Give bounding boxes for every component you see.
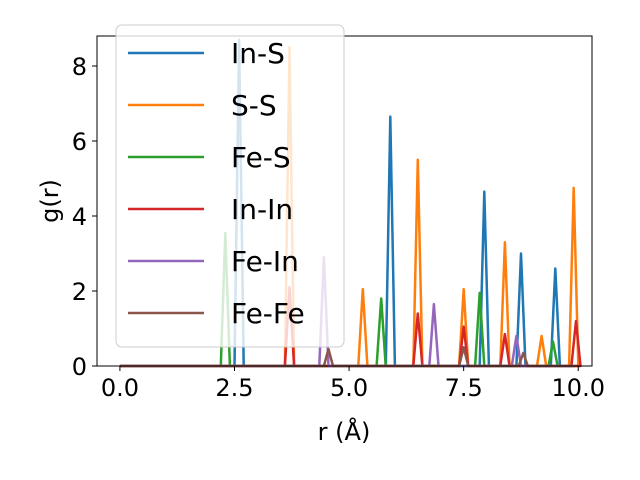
legend-label-s-s: S-S: [231, 89, 277, 122]
y-tick-label: 8: [72, 53, 87, 81]
legend: In-S S-S Fe-S In-In Fe-In Fe-Fe: [115, 24, 345, 348]
series-line-fe-fe: [119, 346, 575, 368]
x-tick-label: 10.0: [552, 374, 605, 402]
y-axis-label: g(r): [36, 179, 64, 223]
legend-label-in-s: In-S: [231, 37, 285, 70]
legend-label-fe-in: Fe-In: [231, 245, 299, 278]
tick-layer: 0.0 2.5 5.0 7.5 10.0 0 2 4 6 8: [72, 53, 605, 402]
y-tick-label: 2: [72, 278, 87, 306]
y-tick-label: 0: [72, 353, 87, 381]
x-tick-label: 5.0: [330, 374, 368, 402]
x-tick-label: 2.5: [215, 374, 253, 402]
legend-label-fe-fe: Fe-Fe: [231, 297, 305, 330]
y-tick-label: 6: [72, 128, 87, 156]
legend-label-fe-s: Fe-S: [231, 141, 291, 174]
x-axis-label: r (Å): [318, 417, 371, 446]
legend-box: [115, 24, 345, 348]
legend-label-in-in: In-In: [231, 193, 293, 226]
y-tick-label: 4: [72, 203, 87, 231]
x-tick-label: 7.5: [445, 374, 483, 402]
x-tick-label: 0.0: [101, 374, 139, 402]
